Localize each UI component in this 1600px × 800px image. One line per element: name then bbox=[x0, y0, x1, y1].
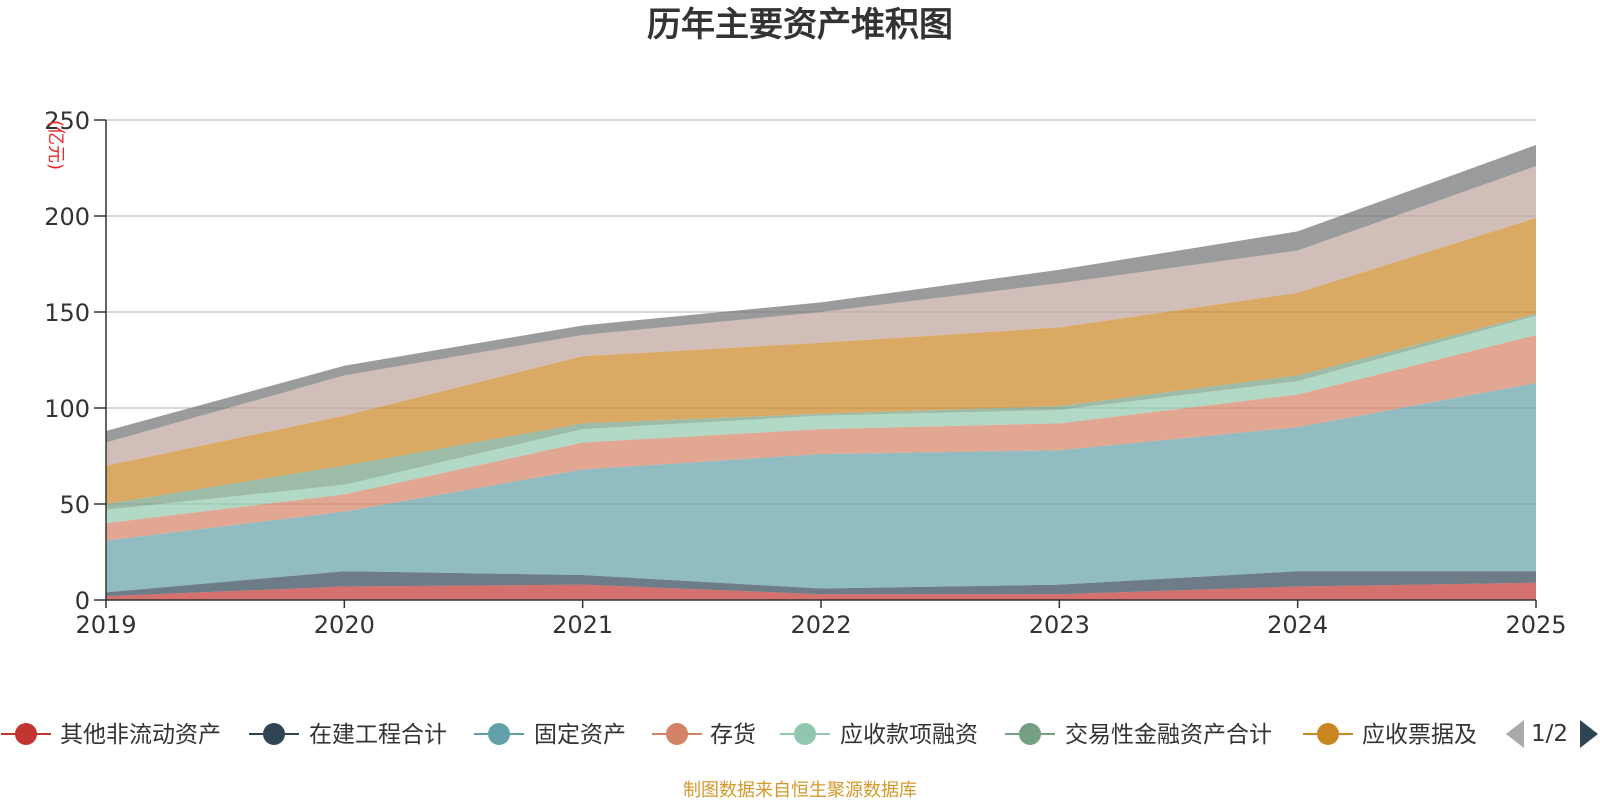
y-tick-label: 150 bbox=[44, 299, 90, 327]
area-货币资金[interactable] bbox=[106, 166, 1536, 466]
legend-marker-icon bbox=[1317, 723, 1339, 745]
x-tick-label: 2024 bbox=[1267, 611, 1328, 639]
legend: 其他非流动资产 在建工程合计 固定资产 存货 应收款项融资 交易性金融资产合计 应收票据及 bbox=[1, 722, 1477, 748]
y-tick-label: 0 bbox=[75, 587, 90, 615]
axes: 0 50 100 150 200 250 2019 2020 2021 2022 2023 2024 2… bbox=[44, 107, 1566, 639]
area-应收票据及应收账款[interactable] bbox=[106, 217, 1536, 505]
legend-pager: 1/2 bbox=[1506, 720, 1598, 748]
legend-marker-icon bbox=[794, 723, 816, 745]
x-tick-label: 2023 bbox=[1029, 611, 1090, 639]
legend-label: 固定资产 bbox=[534, 722, 626, 748]
area-固定资产[interactable] bbox=[106, 383, 1536, 593]
x-tick-label: 2022 bbox=[790, 611, 851, 639]
y-tick-label: 50 bbox=[59, 491, 90, 519]
x-tick-label: 2019 bbox=[75, 611, 136, 639]
legend-marker-icon bbox=[666, 723, 688, 745]
legend-marker-icon bbox=[263, 723, 285, 745]
legend-next-page-icon[interactable] bbox=[1580, 720, 1598, 748]
legend-item[interactable]: 固定资产 bbox=[474, 722, 626, 748]
legend-label: 存货 bbox=[710, 722, 756, 748]
legend-prev-page-icon[interactable] bbox=[1506, 720, 1524, 748]
x-tick-label: 2021 bbox=[552, 611, 613, 639]
legend-label: 其他非流动资产 bbox=[60, 722, 221, 748]
y-axis-unit: (亿元) bbox=[45, 120, 66, 170]
area-存货[interactable] bbox=[106, 335, 1536, 541]
legend-item[interactable]: 应收票据及 bbox=[1303, 722, 1477, 748]
legend-label: 应收票据及 bbox=[1362, 722, 1477, 748]
data-source-note: 制图数据来自恒生聚源数据库 bbox=[683, 780, 917, 800]
y-tick-label: 200 bbox=[44, 203, 90, 231]
y-tick-label: 250 bbox=[44, 107, 90, 135]
area-其他非流动资产[interactable] bbox=[106, 582, 1536, 600]
area-应收款项融资[interactable] bbox=[106, 315, 1536, 524]
legend-item[interactable]: 交易性金融资产合计 bbox=[1005, 722, 1272, 748]
legend-marker-icon bbox=[488, 723, 510, 745]
legend-marker-icon bbox=[1019, 723, 1041, 745]
area-交易性金融资产合计[interactable] bbox=[106, 313, 1536, 510]
legend-label: 交易性金融资产合计 bbox=[1065, 722, 1272, 748]
x-tick-label: 2020 bbox=[314, 611, 375, 639]
legend-item[interactable]: 应收款项融资 bbox=[780, 722, 978, 748]
legend-marker-icon bbox=[15, 723, 37, 745]
legend-item[interactable]: 存货 bbox=[652, 722, 756, 748]
legend-item[interactable]: 在建工程合计 bbox=[249, 722, 447, 748]
legend-label: 在建工程合计 bbox=[309, 722, 447, 748]
legend-item[interactable]: 其他非流动资产 bbox=[1, 722, 221, 748]
legend-page-indicator: 1/2 bbox=[1531, 721, 1568, 747]
y-tick-label: 100 bbox=[44, 395, 90, 423]
area-在建工程合计[interactable] bbox=[106, 571, 1536, 597]
x-tick-label: 2025 bbox=[1505, 611, 1566, 639]
stacked-areas bbox=[106, 144, 1536, 600]
legend-label: 应收款项融资 bbox=[840, 722, 978, 748]
chart-title: 历年主要资产堆积图 bbox=[647, 5, 953, 45]
